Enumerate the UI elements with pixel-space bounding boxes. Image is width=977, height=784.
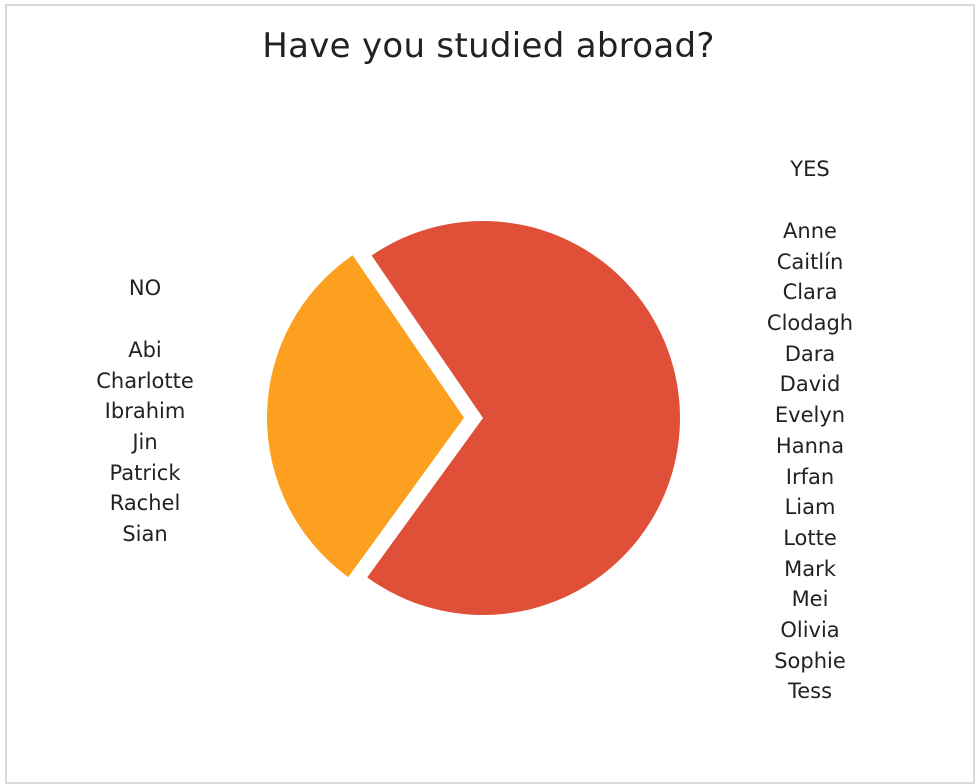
yes-name-item: Olivia [780,617,840,642]
no-annotation: NO Abi Charlotte Ibrahim Jin Patrick Rachel Si… [65,273,225,550]
no-name-item: Sian [122,522,168,547]
no-names-list: Abi Charlotte Ibrahim Jin Patrick Rachel Sian [65,335,225,550]
yes-heading: YES [790,157,830,181]
yes-name-item: Tess [787,679,833,704]
yes-name-item: Clara [782,280,838,305]
yes-name-item: David [779,372,841,397]
yes-name-item: Caitlín [776,249,844,274]
no-heading: NO [128,276,162,300]
yes-name-item: Clodagh [766,311,854,336]
yes-name-item: Dara [784,341,836,366]
yes-name-item: Mei [791,587,829,612]
no-name-item: Charlotte [96,368,194,393]
yes-annotation: YES Anne Caitlín Clara Clodagh Dara David Evel… [730,154,890,707]
yes-name-item: Sophie [774,648,846,673]
yes-name-item: Hanna [775,433,845,458]
no-name-item: Ibrahim [104,399,186,424]
pie-slice-yes [367,221,681,615]
yes-name-item: Evelyn [774,403,846,428]
no-name-item: Jin [132,430,158,455]
yes-name-item: Anne [783,219,837,243]
yes-name-item: Mark [784,556,836,581]
yes-names-list: Anne Caitlín Clara Clodagh Dara David Evelyn Ha… [730,216,890,707]
yes-name-item: Liam [784,495,836,520]
chart-title: Have you studied abroad? [262,26,715,66]
no-name-item: Abi [128,338,162,362]
pie-slice-no [267,255,465,578]
no-name-item: Rachel [109,491,181,516]
no-name-item: Patrick [109,460,181,485]
yes-name-item: Irfan [785,464,835,489]
yes-name-item: Lotte [783,525,837,550]
